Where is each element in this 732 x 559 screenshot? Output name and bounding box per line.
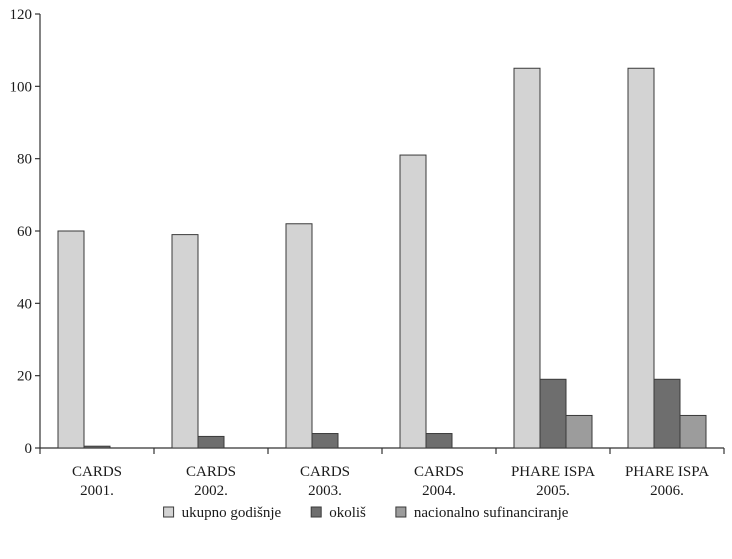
legend-swatch-3	[395, 506, 407, 518]
bar-2-4	[425, 433, 453, 449]
bar-1-3	[285, 223, 313, 449]
legend-swatch-2	[310, 506, 322, 518]
category-label: CARDS	[72, 464, 122, 480]
y-axis: 0 20 40 60 80 100 120	[10, 7, 41, 457]
y-tick-label: 40	[17, 296, 32, 312]
category-label: CARDS	[300, 464, 350, 480]
bar-1-4	[399, 154, 427, 449]
category-label: 2005.	[536, 483, 570, 499]
bars-group	[57, 67, 707, 449]
category-label: 2002.	[194, 483, 228, 499]
bar-1-6	[627, 67, 655, 449]
bar-3-6	[679, 414, 707, 449]
y-tick-label: 0	[25, 441, 33, 457]
y-tick-label: 100	[10, 79, 33, 95]
bar-2-3	[311, 433, 339, 449]
category-label: 2001.	[80, 483, 114, 499]
legend-label-2: okoliš	[329, 505, 366, 521]
category-label: PHARE ISPA	[511, 464, 595, 480]
category-label: CARDS	[186, 464, 236, 480]
bar-2-5	[539, 378, 567, 449]
x-axis: CARDS 2001. CARDS 2002. CARDS 2003. CARDS 2004.…	[39, 447, 725, 499]
bar-3-5	[565, 414, 593, 449]
legend-swatch-1	[163, 506, 175, 518]
bar-1-5	[513, 67, 541, 449]
y-tick-label: 20	[17, 369, 32, 385]
bar-1-2	[171, 234, 199, 449]
legend-label-1: ukupno godišnje	[182, 505, 282, 521]
y-tick-label: 80	[17, 152, 32, 168]
y-tick-label: 120	[10, 7, 33, 23]
category-label: 2004.	[422, 483, 456, 499]
y-tick-label: 60	[17, 224, 32, 240]
legend: ukupno godišnje okoliš nacionalno sufinanc…	[163, 505, 569, 521]
bar-2-2	[197, 435, 225, 449]
bar-2-6	[653, 378, 681, 449]
category-label: CARDS	[414, 464, 464, 480]
legend-label-3: nacionalno sufinanciranje	[414, 505, 569, 521]
bar-2-1	[83, 445, 111, 449]
category-label: 2003.	[308, 483, 342, 499]
category-label: PHARE ISPA	[625, 464, 709, 480]
category-label: 2006.	[650, 483, 684, 499]
bar-1-1	[57, 230, 85, 449]
